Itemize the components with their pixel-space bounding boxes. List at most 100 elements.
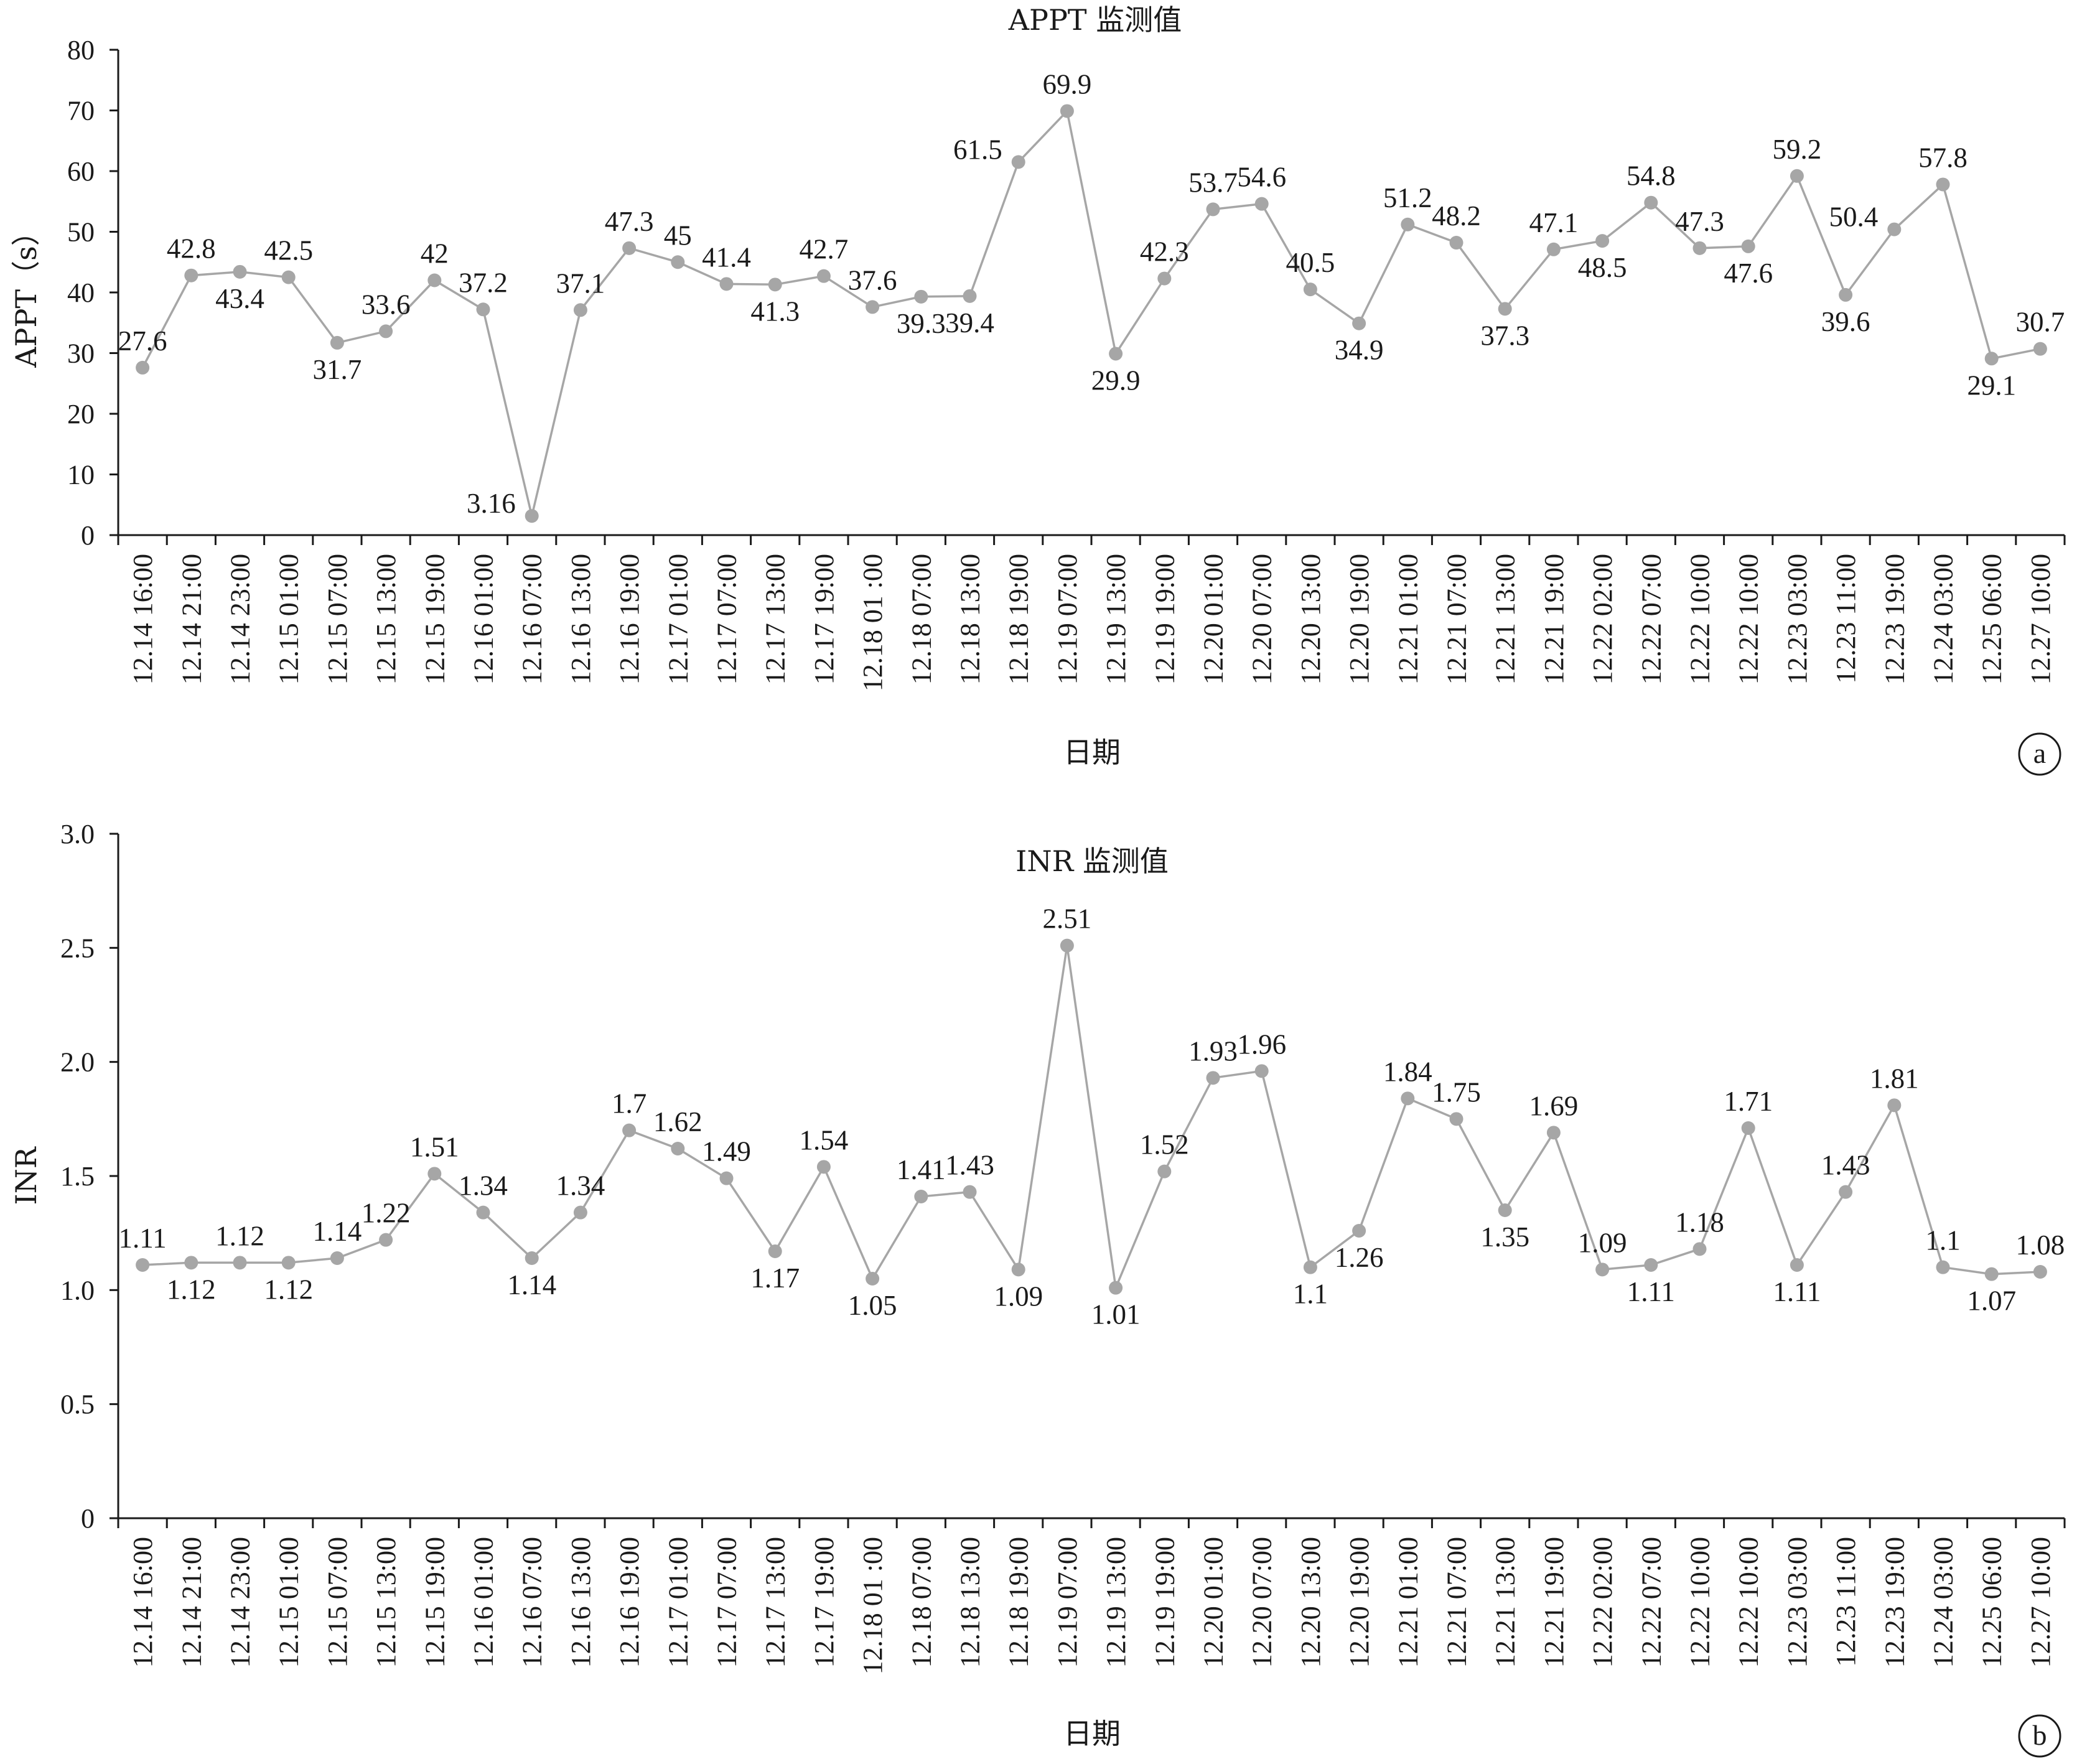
inr-data-label: 1.35 <box>1480 1221 1529 1253</box>
appt-data-label: 69.9 <box>1043 68 1092 100</box>
appt-data-point <box>1984 352 1999 366</box>
appt-data-point <box>1498 302 1512 316</box>
inr-y-tick-label: 2.0 <box>60 1047 95 1078</box>
inr-data-point <box>1352 1224 1366 1238</box>
inr-x-tick-label: 12.21 13:00 <box>1490 1537 1521 1668</box>
inr-x-tick-label: 12.18 13:00 <box>955 1537 986 1668</box>
appt-data-point <box>1790 169 1804 183</box>
inr-data-point <box>866 1272 880 1286</box>
inr-data-label: 1.1 <box>1925 1225 1960 1256</box>
appt-data-point <box>525 509 539 523</box>
appt-data-point <box>476 302 490 317</box>
inr-data-label: 1.01 <box>1091 1299 1141 1330</box>
appt-data-point <box>963 289 977 303</box>
inr-data-point <box>1741 1121 1755 1135</box>
inr-x-tick-label: 12.27 10:00 <box>2025 1537 2056 1668</box>
inr-x-tick-label: 12.19 13:00 <box>1101 1537 1131 1668</box>
inr-data-point <box>525 1251 539 1265</box>
inr-x-tick-label: 12.22 10:00 <box>1685 1537 1716 1668</box>
inr-x-tick-label: 12.17 13:00 <box>760 1537 791 1668</box>
inr-data-point <box>1498 1203 1512 1217</box>
appt-data-label: 30.7 <box>2016 307 2065 338</box>
inr-data-label: 1.09 <box>994 1281 1043 1312</box>
appt-data-label: 3.16 <box>467 488 516 519</box>
appt-y-tick-label: 20 <box>67 399 95 429</box>
appt-data-label: 33.6 <box>362 289 411 320</box>
inr-data-point <box>330 1251 344 1265</box>
appt-data-point <box>1449 236 1463 250</box>
inr-x-tick-label: 12.20 01:00 <box>1198 1537 1229 1668</box>
inr-data-point <box>2033 1265 2047 1279</box>
appt-data-label: 42 <box>421 238 449 269</box>
appt-x-tick-label: 12.27 10:00 <box>2025 554 2056 684</box>
inr-y-tick-label: 1.5 <box>60 1161 95 1192</box>
appt-x-tick-label: 12.16 07:00 <box>517 554 548 684</box>
inr-data-point <box>1401 1091 1415 1106</box>
appt-data-label: 48.2 <box>1432 200 1481 231</box>
appt-x-tick-label: 12.17 07:00 <box>712 554 742 684</box>
inr-data-label: 1.17 <box>750 1262 800 1294</box>
appt-data-point <box>866 300 880 314</box>
inr-y-tick-label: 0 <box>81 1503 95 1534</box>
appt-y-tick-label: 50 <box>67 217 95 248</box>
inr-data-point <box>184 1256 198 1270</box>
appt-x-tick-label: 12.21 13:00 <box>1490 554 1521 684</box>
inr-x-tick-label: 12.18 19:00 <box>1004 1537 1034 1668</box>
appt-data-point <box>1109 347 1123 361</box>
appt-data-label: 42.3 <box>1140 236 1189 268</box>
inr-data-label: 1.07 <box>1967 1286 2016 1317</box>
appt-data-point <box>914 289 928 304</box>
appt-x-tick-label: 12.15 13:00 <box>371 554 401 684</box>
inr-data-label: 1.12 <box>215 1220 264 1251</box>
appt-y-tick-label: 60 <box>67 156 95 187</box>
inr-data-label: 1.12 <box>167 1274 216 1305</box>
inr-data-label: 1.09 <box>1578 1227 1627 1258</box>
appt-data-label: 42.8 <box>167 233 216 264</box>
appt-x-tick-label: 12.20 19:00 <box>1344 554 1375 684</box>
appt-data-label: 42.7 <box>800 234 849 265</box>
inr-data-label: 1.11 <box>119 1223 167 1254</box>
appt-data-point <box>1060 104 1074 118</box>
appt-data-label: 39.6 <box>1821 306 1870 337</box>
appt-panel-tag: a <box>2018 732 2061 776</box>
inr-data-label: 1.51 <box>410 1131 459 1162</box>
inr-x-tick-label: 12.21 19:00 <box>1539 1537 1569 1668</box>
inr-data-point <box>281 1256 296 1270</box>
appt-x-tick-label: 12.23 19:00 <box>1879 554 1910 684</box>
svg-text:b: b <box>2033 1719 2047 1751</box>
inr-data-point <box>1644 1258 1658 1272</box>
inr-data-point <box>914 1190 928 1203</box>
inr-data-point <box>1109 1281 1123 1295</box>
appt-x-tick-label: 12.15 19:00 <box>419 554 450 684</box>
appt-data-point <box>573 303 587 317</box>
appt-data-label: 40.5 <box>1286 247 1335 278</box>
appt-data-label: 47.6 <box>1724 258 1773 289</box>
inr-x-tick-label: 12.23 19:00 <box>1879 1537 1910 1668</box>
appt-data-point <box>1692 241 1707 255</box>
appt-data-label: 37.1 <box>556 268 605 299</box>
inr-data-point <box>1595 1262 1610 1277</box>
appt-x-tick-label: 12.25 06:00 <box>1977 554 2007 684</box>
appt-data-point <box>719 277 734 291</box>
appt-x-tick-label: 12.19 19:00 <box>1149 554 1180 684</box>
inr-x-tick-label: 12.14 16:00 <box>128 1537 158 1668</box>
inr-data-point <box>1011 1262 1025 1277</box>
inr-data-point <box>136 1258 150 1272</box>
inr-data-point <box>1303 1260 1317 1274</box>
appt-x-tick-label: 12.22 07:00 <box>1636 554 1666 684</box>
inr-chart: INR 监测值 日期 INR b 0 0.5 1.0 1.5 2.0 2.5 3.0 12.1… <box>9 819 2066 1758</box>
inr-x-tick-label: 12.18 07:00 <box>906 1537 936 1668</box>
appt-x-tick-label: 12.17 01:00 <box>663 554 693 684</box>
appt-y-tick-label: 70 <box>67 96 95 126</box>
inr-x-tick-label: 12.20 13:00 <box>1295 1537 1326 1668</box>
inr-x-tick-label: 12.16 13:00 <box>566 1537 596 1668</box>
appt-data-label: 54.6 <box>1237 162 1286 193</box>
appt-series-line <box>141 108 2041 516</box>
inr-x-tick-label: 12.22 02:00 <box>1587 1537 1618 1668</box>
appt-x-tick-label: 12.22 10:00 <box>1734 554 1764 684</box>
appt-data-point <box>671 255 685 269</box>
appt-data-label: 37.6 <box>848 264 897 296</box>
inr-data-point <box>233 1256 247 1270</box>
inr-data-label: 1.62 <box>653 1106 703 1137</box>
appt-data-label: 47.1 <box>1529 207 1579 238</box>
